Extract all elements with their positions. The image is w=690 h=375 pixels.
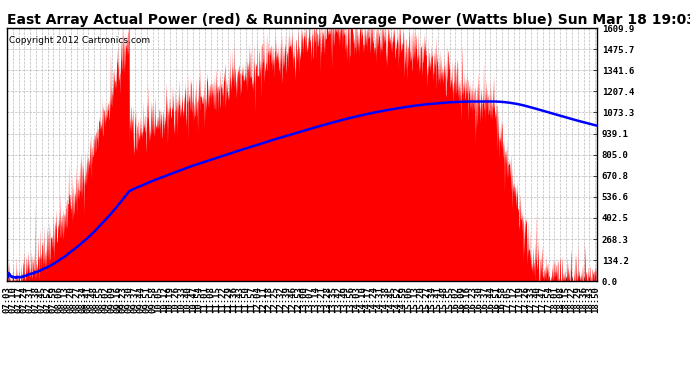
- Text: East Array Actual Power (red) & Running Average Power (Watts blue) Sun Mar 18 19: East Array Actual Power (red) & Running …: [7, 13, 690, 27]
- Text: Copyright 2012 Cartronics.com: Copyright 2012 Cartronics.com: [10, 36, 150, 45]
